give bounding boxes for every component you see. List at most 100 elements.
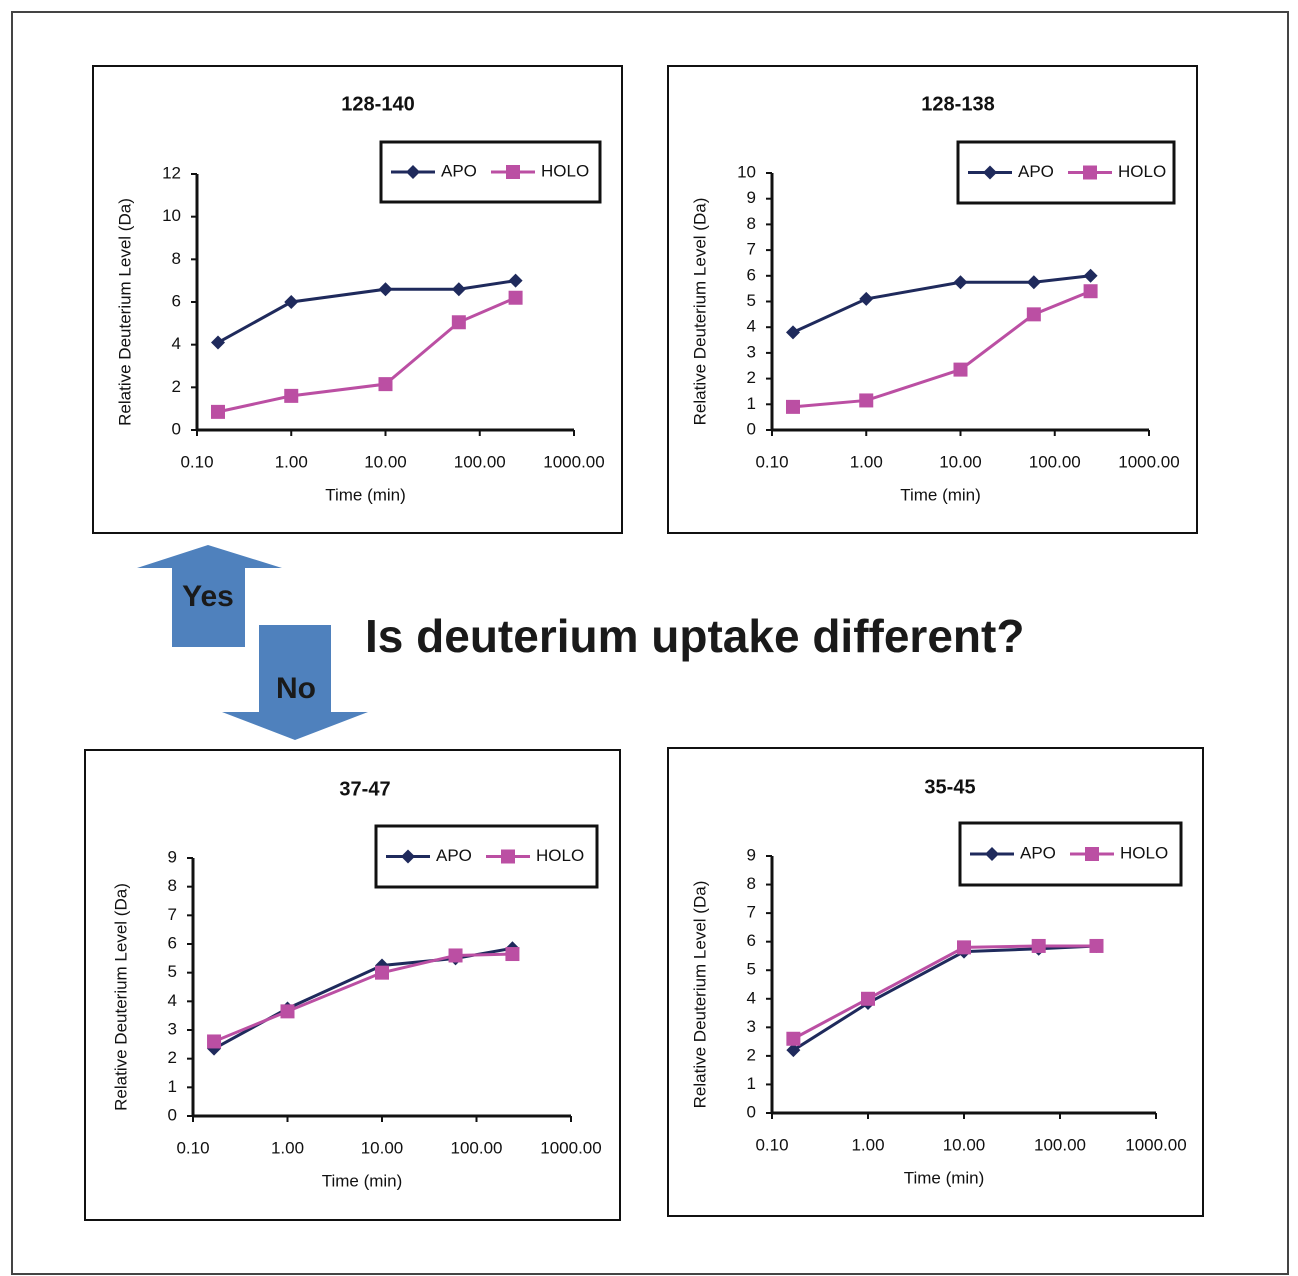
x-tick-label: 100.00	[1034, 1135, 1086, 1154]
marker	[1083, 268, 1098, 283]
marker	[280, 1004, 295, 1019]
legend-label: APO	[441, 161, 477, 180]
x-axis-label: Time (min)	[322, 1171, 403, 1190]
marker	[1026, 307, 1041, 322]
y-tick-label: 9	[747, 845, 756, 864]
marker	[953, 275, 968, 290]
marker	[786, 1043, 801, 1058]
marker	[210, 335, 225, 350]
y-tick-label: 6	[747, 931, 756, 950]
y-tick-label: 0	[747, 419, 756, 438]
x-tick-label: 1.00	[850, 452, 883, 471]
x-tick-label: 0.10	[755, 452, 788, 471]
y-tick-label: 7	[747, 240, 756, 259]
marker	[957, 940, 971, 955]
marker	[401, 849, 415, 864]
y-tick-label: 5	[747, 291, 756, 310]
y-tick-label: 12	[162, 163, 181, 182]
marker	[985, 847, 999, 861]
y-tick-label: 4	[747, 317, 756, 336]
marker	[859, 393, 874, 408]
y-tick-label: 4	[747, 988, 756, 1007]
y-tick-label: 10	[737, 162, 756, 181]
legend-label: HOLO	[536, 846, 584, 865]
x-tick-label: 1000.00	[1125, 1135, 1186, 1154]
marker	[451, 282, 466, 297]
legend-label: HOLO	[541, 161, 589, 180]
y-tick-label: 10	[162, 206, 181, 225]
marker	[1083, 165, 1097, 180]
marker	[448, 948, 463, 963]
y-tick-label: 3	[747, 1017, 756, 1036]
y-tick-label: 2	[747, 368, 756, 387]
y-tick-label: 2	[168, 1048, 177, 1067]
x-tick-label: 0.10	[755, 1135, 788, 1154]
marker	[375, 965, 389, 980]
marker	[983, 165, 997, 180]
marker	[785, 399, 800, 414]
marker	[859, 291, 874, 306]
marker	[501, 849, 515, 864]
marker	[378, 282, 393, 297]
x-tick-label: 10.00	[364, 452, 407, 471]
x-tick-label: 100.00	[1029, 452, 1081, 471]
x-tick-label: 0.10	[176, 1138, 209, 1157]
marker	[506, 165, 520, 179]
y-tick-label: 8	[747, 214, 756, 233]
x-tick-label: 100.00	[454, 452, 506, 471]
legend-label: HOLO	[1120, 843, 1168, 862]
y-tick-label: 3	[747, 342, 756, 361]
y-tick-label: 6	[168, 933, 177, 952]
y-tick-label: 8	[168, 876, 177, 895]
page-border	[11, 11, 1289, 1275]
marker	[508, 290, 523, 305]
marker	[378, 377, 393, 392]
marker	[785, 325, 800, 340]
x-tick-label: 1.00	[271, 1138, 304, 1157]
legend-label: HOLO	[1118, 162, 1166, 181]
marker	[1026, 275, 1041, 290]
y-tick-label: 1	[747, 1074, 756, 1093]
yes-arrow	[137, 545, 282, 647]
question: Is deuterium uptake different?	[365, 610, 1024, 662]
x-axis-label: Time (min)	[900, 485, 981, 504]
y-tick-label: 1	[747, 394, 756, 413]
chart-title: 35-45	[924, 776, 975, 798]
x-tick-label: 10.00	[361, 1138, 404, 1157]
y-axis-label: Relative Deuterium Level (Da)	[690, 198, 709, 426]
marker	[210, 404, 225, 419]
y-tick-label: 5	[168, 962, 177, 981]
marker	[284, 295, 299, 309]
y-axis-label: Relative Deuterium Level (Da)	[115, 198, 134, 426]
marker	[505, 947, 520, 962]
x-axis-label: Time (min)	[325, 485, 406, 504]
x-tick-label: 1000.00	[540, 1138, 601, 1157]
y-tick-label: 7	[168, 905, 177, 924]
chart-title: 128-138	[921, 93, 994, 115]
x-tick-label: 0.10	[180, 452, 213, 471]
x-tick-label: 10.00	[939, 452, 982, 471]
x-tick-label: 100.00	[451, 1138, 503, 1157]
x-tick-label: 1.00	[851, 1135, 884, 1154]
marker	[1083, 284, 1098, 299]
chart-title: 37-47	[339, 778, 390, 800]
marker	[406, 165, 420, 179]
x-tick-label: 1000.00	[543, 452, 604, 471]
y-tick-label: 2	[172, 377, 181, 396]
y-tick-label: 4	[168, 991, 177, 1010]
y-tick-label: 5	[747, 960, 756, 979]
no-label: No	[276, 672, 316, 705]
y-tick-label: 8	[747, 874, 756, 893]
y-tick-label: 4	[172, 334, 181, 353]
marker	[786, 1031, 801, 1046]
x-tick-label: 10.00	[943, 1135, 986, 1154]
y-tick-label: 3	[168, 1019, 177, 1038]
yes-label: Yes	[182, 580, 234, 613]
marker	[1089, 938, 1104, 953]
legend-label: APO	[1018, 162, 1054, 181]
y-tick-label: 9	[747, 188, 756, 207]
y-tick-label: 0	[747, 1102, 756, 1121]
y-axis-label: Relative Deuterium Level (Da)	[690, 881, 709, 1109]
y-tick-label: 9	[168, 847, 177, 866]
